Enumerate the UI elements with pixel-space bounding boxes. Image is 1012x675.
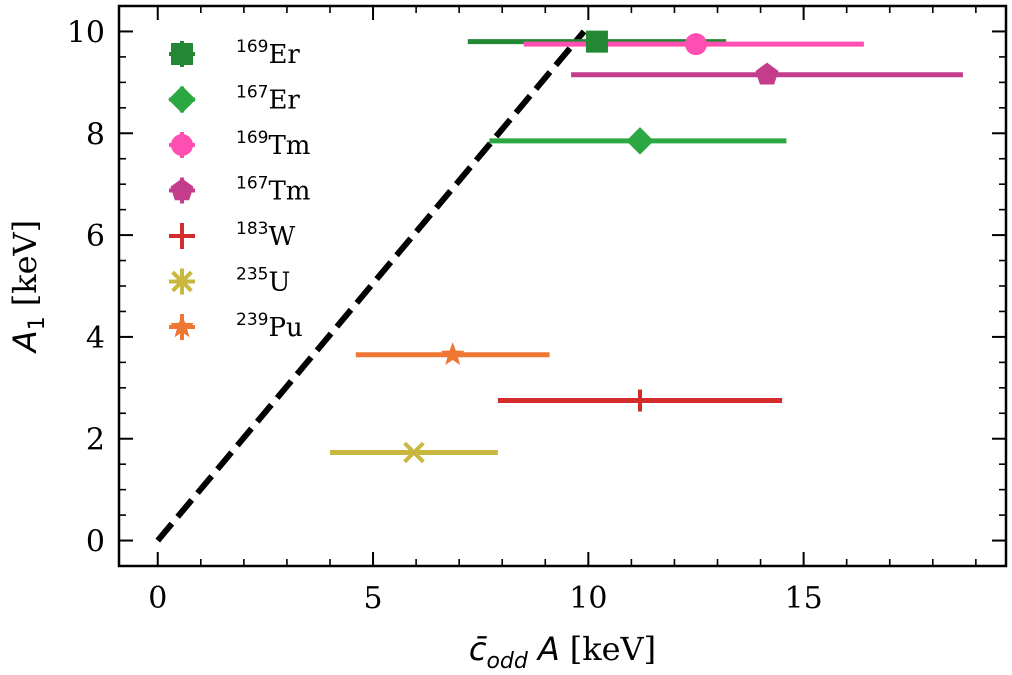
x-tick-label-5: 5: [363, 581, 382, 616]
legend-item-er-167: 167Er: [168, 83, 300, 116]
reference-line-layer: [155, 29, 587, 543]
x-tick-label-0: 0: [148, 581, 167, 616]
legend-marker-tm-169: [171, 134, 193, 156]
error-bars: [329, 39, 963, 455]
legend-item-tm-169: 169Tm: [169, 128, 310, 161]
y-tick-label-0: 0: [86, 525, 105, 560]
x-axis-label-sub: odd: [486, 649, 528, 674]
x-axis-label-base: c̄: [469, 630, 488, 668]
legend-label-er-169: 169Er: [236, 37, 300, 70]
axis-ticks: 0 5 10 15 0 2 4 6 8 10: [67, 5, 1006, 616]
legend-mass-number: 169: [236, 128, 268, 148]
y-tick-label-10: 10: [67, 15, 105, 50]
legend-mass-number: 183: [236, 219, 268, 239]
y-axis-label-base: A: [6, 330, 44, 354]
legend-item-w-183: 183W: [169, 219, 295, 252]
data-point-er-167: [626, 127, 654, 155]
legend-element-symbol: Tm: [268, 177, 310, 207]
plot-frame: [117, 4, 1008, 568]
y-axis-label-unit: [keV]: [6, 220, 44, 306]
legend-marker-w-183: [171, 225, 193, 247]
legend-label-tm-169: 169Tm: [236, 128, 310, 161]
legend-element-symbol: W: [268, 222, 295, 252]
data-point-er-169: [585, 30, 608, 53]
legend-label-er-167: 167Er: [236, 83, 300, 116]
legend-item-er-169: 169Er: [169, 37, 300, 70]
legend-label-pu-239: 239Pu: [236, 310, 303, 343]
legend-label-w-183: 183W: [236, 219, 295, 252]
data-markers: [403, 30, 779, 464]
legend-mass-number: 239: [236, 310, 268, 330]
y-axis-label: A1 [keV]: [6, 220, 50, 354]
y-tick-label-8: 8: [86, 117, 105, 152]
data-point-u-235: [403, 441, 425, 464]
data-point-tm-169: [684, 33, 707, 56]
x-tick-label-10: 10: [569, 581, 607, 616]
legend-element-symbol: U: [268, 268, 290, 298]
reference-line: [155, 29, 587, 543]
x-axis-label: c̄odd A [keV]: [469, 630, 656, 674]
legend-mass-number: 235: [236, 265, 268, 285]
data-point-pu-239: [440, 342, 465, 365]
legend-element-symbol: Er: [268, 86, 300, 116]
y-axis-label-sub: 1: [25, 316, 50, 330]
legend-marker-er-169: [171, 43, 193, 65]
legend-element-symbol: Tm: [268, 131, 310, 161]
legend-item-tm-167: 167Tm: [169, 174, 310, 207]
y-tick-label-6: 6: [86, 219, 105, 254]
y-tick-label-4: 4: [86, 321, 105, 356]
x-tick-label-15: 15: [785, 581, 823, 616]
legend-mass-number: 167: [236, 83, 268, 103]
x-axis-label-unit: [keV]: [570, 630, 656, 668]
legend-item-u-235: 235U: [169, 265, 290, 298]
legend-marker-er-167: [168, 85, 196, 114]
x-axis-label-var: A: [536, 630, 560, 668]
legend-label-tm-167: 167Tm: [236, 174, 310, 207]
legend-element-symbol: Pu: [268, 313, 302, 343]
legend-marker-tm-167: [170, 178, 194, 201]
legend-item-pu-239: 239Pu: [169, 310, 303, 343]
legend-mass-number: 167: [236, 174, 268, 194]
legend-marker-u-235: [171, 270, 193, 293]
y-tick-label-2: 2: [86, 423, 105, 458]
legend-mass-number: 169: [236, 37, 268, 57]
legend-label-u-235: 235U: [236, 265, 290, 298]
data-point-tm-167: [755, 62, 779, 85]
legend-marker-pu-239: [169, 314, 195, 338]
data-point-w-183: [629, 389, 652, 412]
legend-element-symbol: Er: [268, 40, 300, 70]
